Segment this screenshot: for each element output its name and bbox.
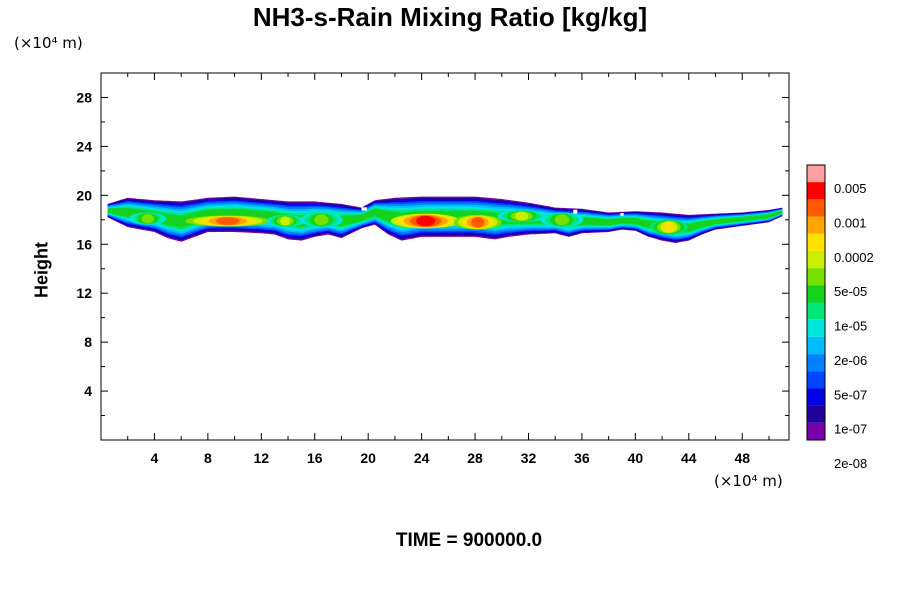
colorbar-swatch — [807, 250, 825, 269]
x-tick-label: 32 — [521, 450, 537, 466]
colorbar-swatch — [807, 182, 825, 200]
colorbar-swatch — [807, 199, 825, 217]
x-tick-label: 12 — [254, 450, 270, 466]
colorbar-swatch — [807, 285, 825, 303]
colorbar-label: 0.005 — [834, 181, 867, 196]
colorbar-label: 2e-06 — [834, 353, 867, 368]
cloud-hotspot — [554, 214, 570, 226]
colorbar-swatch — [807, 268, 825, 286]
cloud-hotspot — [515, 211, 529, 221]
colorbar-label: 0.0002 — [834, 250, 874, 265]
cloud-hotspot — [314, 214, 329, 226]
cloud-gap — [620, 213, 624, 216]
cloud-gap — [361, 207, 367, 211]
colorbar-swatch — [807, 371, 825, 389]
x-tick-label: 16 — [307, 450, 323, 466]
plot-frame — [100, 72, 790, 441]
colorbar-swatch — [807, 216, 825, 234]
colorbar-frame — [806, 164, 826, 441]
colorbar-swatch — [807, 319, 825, 337]
x-tick-label: 24 — [414, 450, 430, 466]
colorbar-swatch — [807, 422, 825, 440]
colorbar-swatch — [807, 233, 825, 251]
cloud-hotspot — [216, 217, 240, 225]
colorbar: 0.005 0.001 0.0002 5e-05 1e-05 2e-06 5e-07 1e-0… — [806, 164, 874, 471]
x-tick-label: 40 — [628, 450, 644, 466]
y-tick-label: 12 — [76, 285, 92, 301]
y-tick-label: 20 — [76, 187, 92, 203]
colorbar-swatch — [807, 302, 825, 320]
x-tick-label: 20 — [360, 450, 376, 466]
y-axis-unit: (×10⁴ m) — [14, 34, 83, 52]
y-tick-label: 24 — [76, 138, 92, 154]
chart-title: NH3-s-Rain Mixing Ratio [kg/kg] — [252, 2, 648, 32]
colorbar-swatch — [807, 405, 825, 423]
x-tick-label: 4 — [151, 450, 159, 466]
cloud-hotspot — [141, 214, 154, 224]
colorbar-swatch — [807, 165, 825, 183]
colorbar-swatch — [807, 354, 825, 372]
y-tick-label: 28 — [76, 89, 92, 105]
y-tick-label: 8 — [84, 334, 92, 350]
x-tick-label: 48 — [734, 450, 750, 466]
time-label: TIME = 900000.0 — [395, 530, 543, 551]
colorbar-label: 0.001 — [834, 215, 867, 230]
colorbar-swatch — [807, 388, 825, 406]
y-tick-label: 4 — [84, 383, 92, 399]
cloud-field — [107, 196, 783, 243]
x-tick-label: 28 — [467, 450, 483, 466]
colorbar-label: 5e-07 — [834, 387, 867, 402]
colorbar-label: 1e-05 — [834, 319, 867, 334]
cloud-gap — [573, 209, 578, 214]
colorbar-swatch — [807, 336, 825, 355]
cloud-hotspot — [663, 221, 674, 233]
cloud-hotspot — [416, 215, 436, 227]
colorbar-label: 1e-07 — [834, 422, 867, 437]
x-tick-label: 8 — [204, 450, 212, 466]
cloud-hotspot — [471, 217, 485, 228]
x-axis-unit: (×10⁴ m) — [714, 472, 783, 490]
y-tick-label: 16 — [76, 236, 92, 252]
x-tick-label: 44 — [681, 450, 697, 466]
colorbar-label: 2e-08 — [834, 456, 867, 471]
cloud-hotspot — [280, 216, 291, 226]
colorbar-label: 5e-05 — [834, 284, 867, 299]
x-tick-label: 36 — [574, 450, 590, 466]
